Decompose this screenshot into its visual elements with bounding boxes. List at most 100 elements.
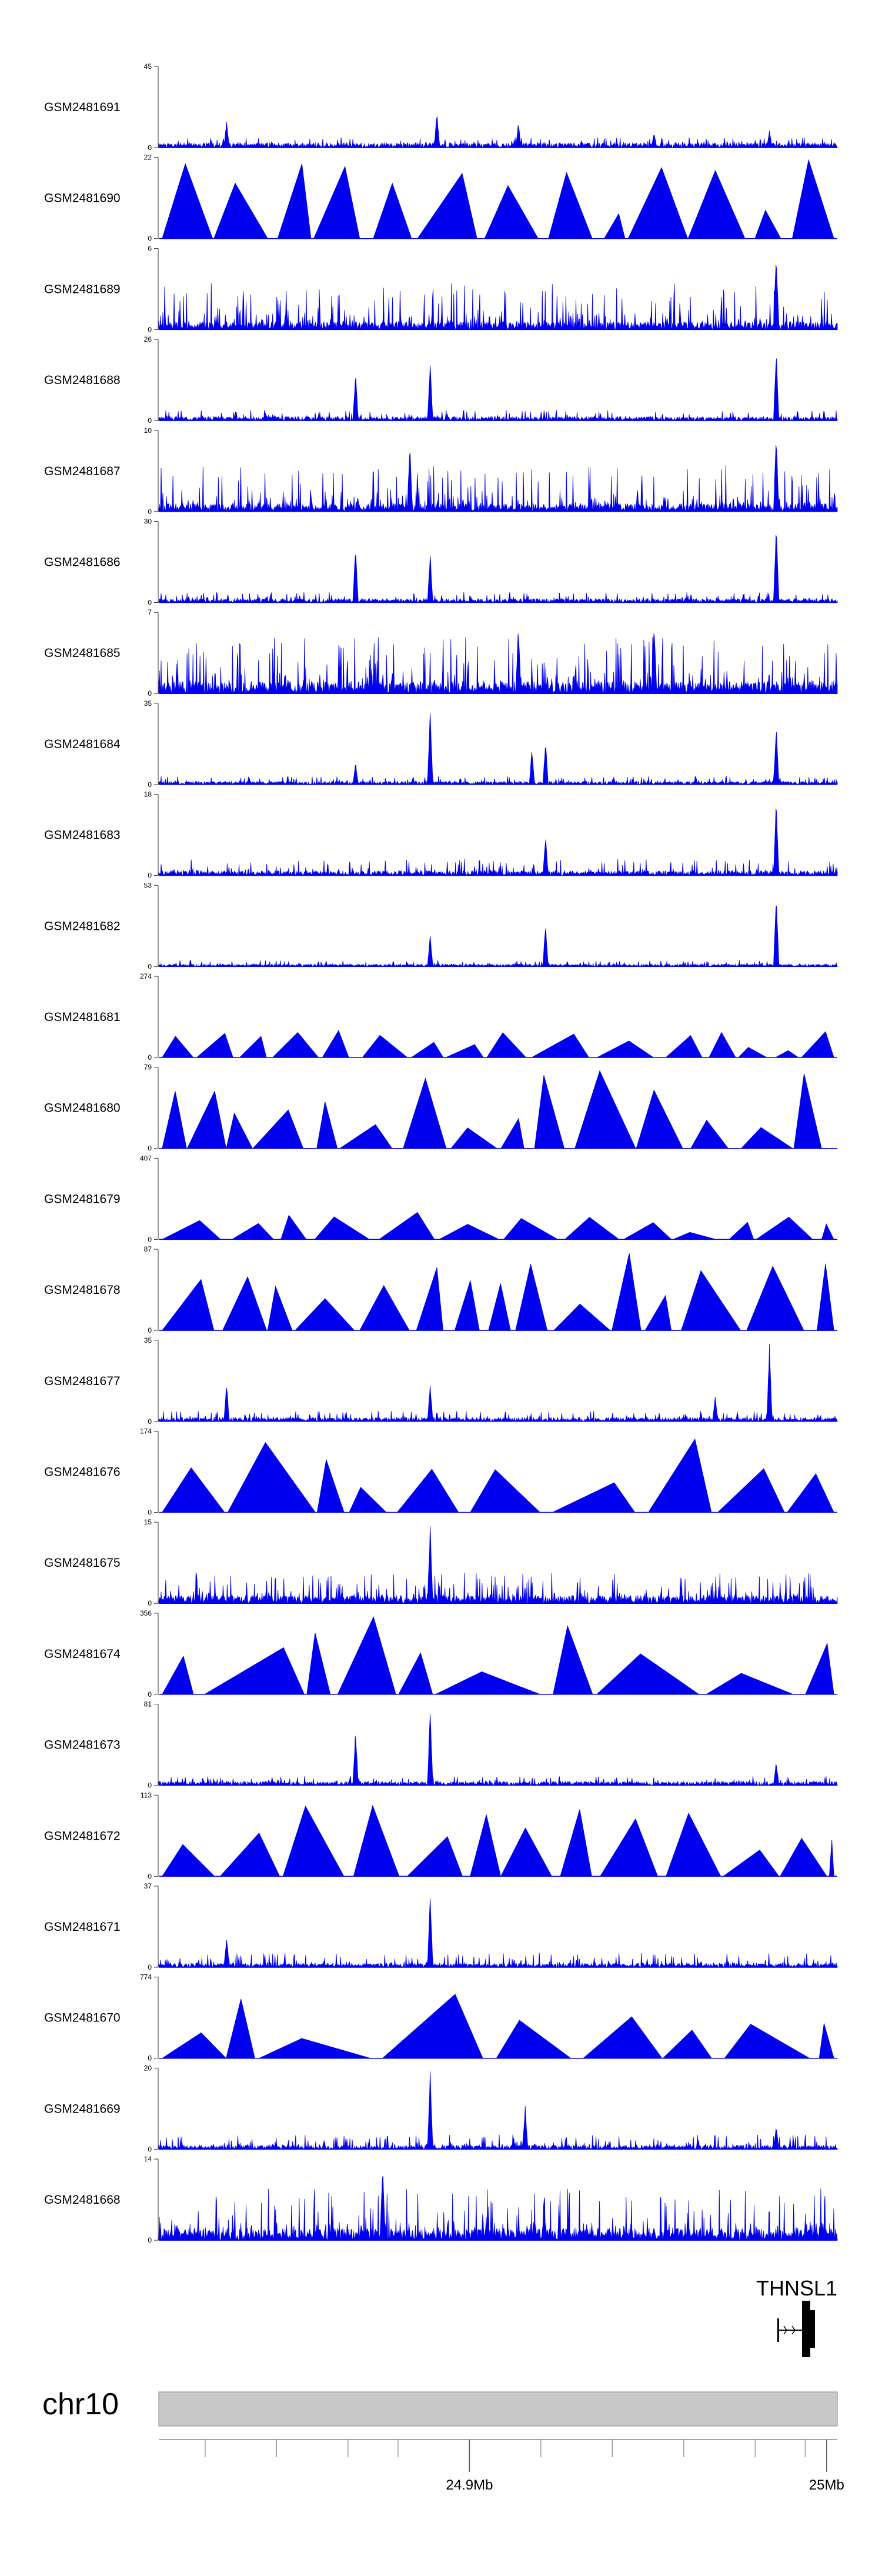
track-gsm2481676: GSM2481676 174 0: [44, 1427, 837, 1517]
y-max-label: 7: [148, 608, 152, 616]
y-max-label: 53: [144, 881, 152, 889]
y-min-label: 0: [148, 1872, 152, 1880]
track-gsm2481688: GSM2481688 26 0: [44, 335, 838, 425]
y-max-label: 35: [144, 699, 152, 708]
track-label: GSM2481684: [44, 738, 121, 751]
y-max-label: 14: [144, 2155, 152, 2163]
y-max-label: 774: [140, 1973, 152, 1981]
y-max-label: 30: [144, 518, 152, 526]
coverage-area: [159, 1438, 837, 1513]
coverage-area: [158, 358, 838, 422]
y-max-label: 6: [148, 244, 152, 252]
track-gsm2481681: GSM2481681 274 0: [44, 972, 837, 1062]
coverage-area: [158, 535, 838, 603]
y-max-label: 87: [144, 1245, 152, 1253]
gene-exon-utr: [810, 2310, 815, 2348]
track-label: GSM2481675: [44, 1556, 121, 1570]
y-max-label: 79: [144, 1063, 152, 1072]
y-min-label: 0: [148, 780, 152, 789]
y-min-label: 0: [148, 325, 152, 333]
y-min-label: 0: [148, 1326, 152, 1334]
track-label: GSM2481677: [44, 1374, 121, 1388]
track-gsm2481690: GSM2481690 22 0: [44, 154, 837, 243]
y-min-label: 0: [148, 689, 152, 698]
track-label: GSM2481671: [44, 1920, 121, 1934]
y-max-label: 274: [140, 972, 152, 980]
y-min-label: 0: [148, 1690, 152, 1699]
track-label: GSM2481679: [44, 1192, 121, 1206]
y-min-label: 0: [148, 599, 152, 607]
coverage-area: [158, 265, 838, 331]
coverage-area: [159, 1253, 837, 1331]
gene-exon-start: [777, 2318, 779, 2342]
track-gsm2481678: GSM2481678 87 0: [44, 1245, 837, 1334]
y-max-label: 45: [144, 62, 152, 71]
track-label: GSM2481670: [44, 2011, 121, 2025]
y-max-label: 22: [144, 154, 152, 162]
track-gsm2481671: GSM2481671 37 0: [44, 1882, 838, 1971]
coverage-area: [158, 445, 838, 513]
coverage-area: [158, 1898, 838, 1968]
y-min-label: 0: [148, 1144, 152, 1153]
gene-label: THNSL1: [756, 2276, 837, 2300]
track-label: GSM2481668: [44, 2193, 121, 2207]
track-label: GSM2481689: [44, 282, 121, 296]
track-label: GSM2481686: [44, 556, 121, 569]
x-tick-label: 25Mb: [809, 2477, 844, 2493]
track-label: GSM2481669: [44, 2102, 121, 2115]
track-label: GSM2481674: [44, 1647, 121, 1661]
track-label: GSM2481680: [44, 1102, 121, 1115]
y-min-label: 0: [148, 235, 152, 243]
track-gsm2481670: GSM2481670 774 0: [44, 1973, 837, 2063]
coverage-area: [159, 1994, 837, 2059]
coverage-area: [158, 2175, 838, 2241]
coverage-area: [159, 1212, 837, 1240]
gene-track: THNSL1: [756, 2276, 837, 2357]
y-min-label: 0: [148, 2054, 152, 2063]
coverage-area: [159, 1804, 837, 1877]
y-min-label: 0: [148, 416, 152, 425]
coverage-area: [158, 1526, 838, 1604]
y-max-label: 10: [144, 426, 152, 435]
track-gsm2481683: GSM2481683 18 0: [44, 790, 838, 880]
coverage-area: [158, 2071, 838, 2150]
y-min-label: 0: [148, 508, 152, 516]
y-max-label: 174: [140, 1427, 152, 1436]
track-gsm2481685: GSM2481685 7 0: [44, 608, 838, 698]
track-label: GSM2481685: [44, 646, 121, 660]
track-label: GSM2481683: [44, 829, 121, 842]
y-min-label: 0: [148, 2145, 152, 2153]
strand-arrow: [783, 2325, 787, 2335]
track-label: GSM2481672: [44, 1829, 121, 1843]
coverage-area: [158, 1344, 838, 1423]
y-min-label: 0: [148, 872, 152, 880]
chromosome-bar: [158, 2391, 838, 2427]
y-max-label: 20: [144, 2064, 152, 2072]
y-min-label: 0: [148, 1235, 152, 1243]
coverage-area: [158, 713, 838, 786]
track-gsm2481686: GSM2481686 30 0: [44, 518, 838, 607]
track-label: GSM2481682: [44, 919, 121, 933]
y-max-label: 407: [140, 1154, 152, 1162]
track-label: GSM2481681: [44, 1010, 121, 1024]
y-max-label: 18: [144, 790, 152, 799]
track-gsm2481689: GSM2481689 6 0: [44, 244, 838, 333]
coverage-area: [159, 1030, 837, 1058]
y-min-label: 0: [148, 1781, 152, 1790]
chromosome-label: chr10: [42, 2387, 119, 2421]
y-max-label: 81: [144, 1700, 152, 1709]
strand-arrow: [791, 2325, 796, 2335]
y-min-label: 0: [148, 962, 152, 970]
track-gsm2481679: GSM2481679 407 0: [44, 1154, 837, 1243]
y-min-label: 0: [148, 2236, 152, 2244]
track-label: GSM2481676: [44, 1466, 121, 1479]
y-min-label: 0: [148, 1963, 152, 1971]
track-label: GSM2481673: [44, 1739, 121, 1752]
track-gsm2481673: GSM2481673 81 0: [44, 1700, 838, 1790]
gene-exon-coding: [802, 2301, 810, 2357]
y-min-label: 0: [148, 1053, 152, 1062]
y-min-label: 0: [148, 1509, 152, 1517]
track-gsm2481687: GSM2481687 10 0: [44, 426, 838, 516]
track-label: GSM2481678: [44, 1283, 121, 1297]
